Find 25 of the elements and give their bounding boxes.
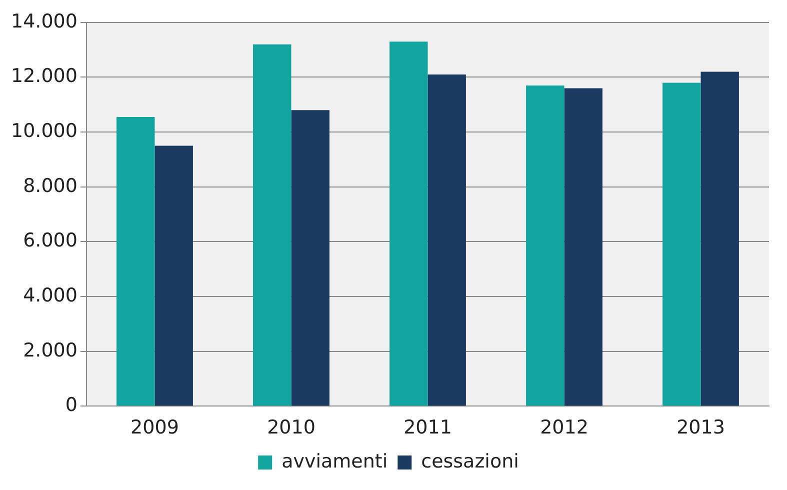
bar <box>564 88 602 406</box>
bar <box>526 85 564 406</box>
x-tick-label: 2011 <box>404 416 452 439</box>
bar <box>291 110 330 406</box>
x-tick-label: 2009 <box>130 416 179 439</box>
bar <box>428 74 466 406</box>
y-tick-label: 12.000 <box>10 65 78 88</box>
bar <box>700 72 739 406</box>
bar <box>253 44 292 406</box>
y-tick-label: 4.000 <box>23 284 78 306</box>
y-tick-label: 8.000 <box>23 174 78 197</box>
y-tick-label: 14.000 <box>10 10 78 32</box>
y-tick-label: 2.000 <box>23 339 78 362</box>
bar <box>116 116 155 406</box>
x-tick-label: 2012 <box>540 416 588 439</box>
legend-label: cessazioni <box>421 450 519 472</box>
y-tick-label: 0 <box>65 394 78 416</box>
bar <box>154 146 193 406</box>
x-tick-label: 2013 <box>676 416 725 439</box>
x-tick-label: 2010 <box>267 416 316 439</box>
legend-label: avviamenti <box>282 450 388 472</box>
bar <box>390 42 428 406</box>
y-tick-label: 10.000 <box>10 120 78 142</box>
bar <box>662 82 701 406</box>
y-tick-label: 6.000 <box>23 230 78 252</box>
